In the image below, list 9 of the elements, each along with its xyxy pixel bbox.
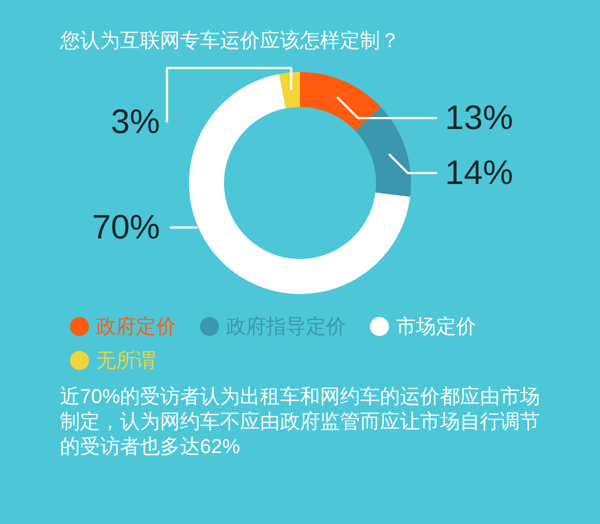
data-label: 3% [110, 103, 160, 142]
legend-label: 政府定价 [96, 314, 176, 340]
data-label: 70% [92, 208, 160, 247]
data-label: 14% [445, 154, 514, 192]
legend-label: 市场定价 [396, 314, 476, 340]
legend-label: 无所谓 [96, 348, 156, 374]
chart-title: 您认为互联网专车运价应该怎样定制？ [60, 29, 400, 54]
data-label: 13% [445, 99, 514, 138]
text: 近70%的受访者认为出租车和网约车的运价都应由市场制定，认为网约车不应由政府监管而应让市场自行调节的受访者也多达62% [60, 385, 542, 460]
